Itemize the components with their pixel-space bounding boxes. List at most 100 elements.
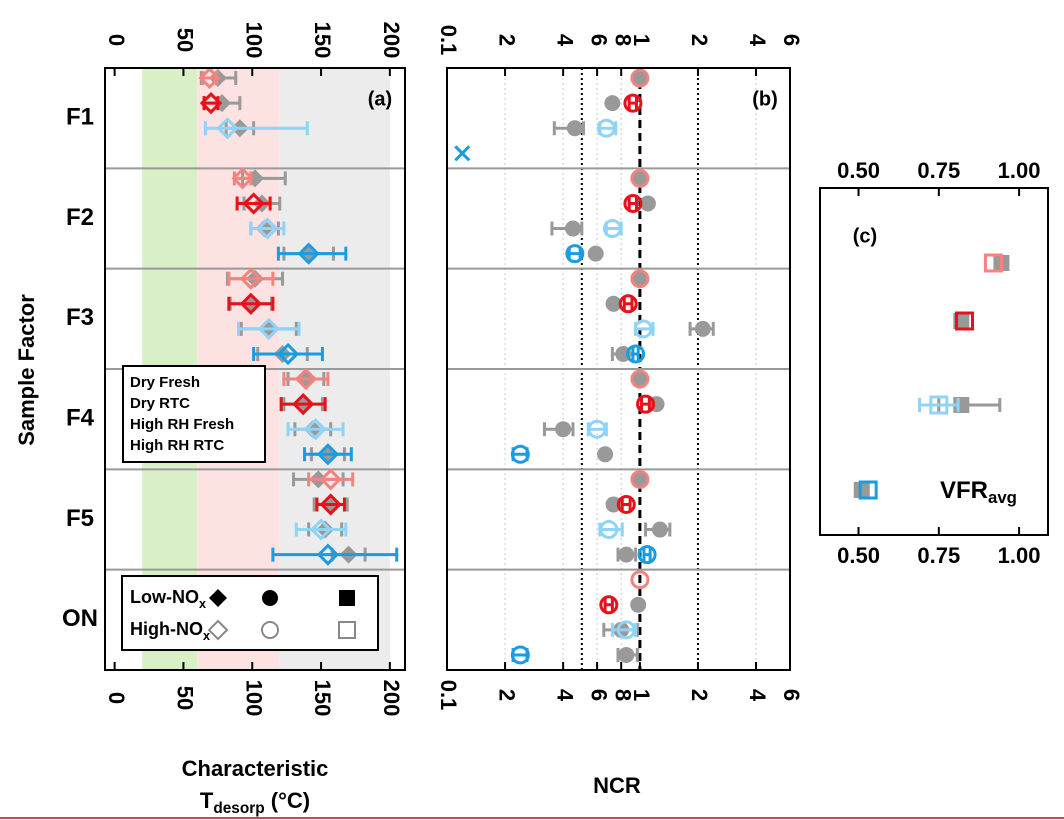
y-tick-label: ON [62,605,98,632]
x-tick-label: 0.1 [436,680,461,711]
x-tick-label: 0 [104,34,129,46]
legend-entry: High RH RTC [130,437,224,454]
high-nox-marker [198,66,221,90]
x-tick-label: 6 [779,689,804,701]
legend-entry-main: High-NO [130,619,203,639]
low-nox-marker [618,646,635,663]
high-nox-marker [630,369,650,389]
low-nox-marker [694,320,711,337]
y-tick-label: F5 [66,505,94,532]
error-bar [627,196,638,211]
high-nox-marker [630,570,650,590]
legend-entry: Low-NOx [130,587,206,612]
error-bar [603,597,614,612]
x-tick-label: 6 [586,689,611,701]
low-nox-marker [597,446,614,463]
high-nox-marker [596,118,616,138]
plot-frame [819,187,1049,536]
high-nox-marker [319,468,342,491]
error-bar [286,422,345,437]
error-bar [203,121,309,136]
legend-symbol [338,621,356,639]
y-tick-label: F4 [66,405,95,432]
x-tick-label: 6 [586,34,611,46]
legend-symbol [339,590,355,606]
low-nox-marker [630,596,647,613]
low-nox-marker [555,421,572,438]
high-nox-marker [616,620,636,640]
legend-entry: Dry RTC [130,395,190,412]
error-bar [627,96,638,111]
x-tick-label: 100 [241,680,266,717]
high-nox-marker [294,367,318,391]
x-tick-label: 2 [687,689,712,701]
high-nox-marker [276,342,300,366]
x-axis-title-tail: (°C) [265,788,310,813]
error-bar [622,296,634,311]
high-nox-marker [292,392,315,416]
y-tick-label: F3 [66,304,94,331]
low-nox-marker [587,245,604,262]
high-nox-marker [636,394,656,414]
legend-symbol [209,589,227,607]
x-tick-label: 0.75 [917,543,960,568]
high-nox-marker [633,319,653,339]
error-bar [918,398,960,412]
low-nox-marker [631,270,648,287]
legend-symbol [261,621,279,639]
legend-entry-sub: x [203,629,210,643]
high-nox-marker [565,244,585,264]
high-nox-marker [630,68,650,88]
high-nox-marker [983,253,1003,273]
high-nox-marker [630,469,650,489]
legend-entry: Dry Fresh [130,374,200,391]
x-tick-label: 200 [379,680,404,717]
high-nox-marker [319,493,342,516]
error-bar [276,246,348,261]
legend-symbol [262,590,278,606]
high-nox-marker [630,168,650,188]
high-nox-marker [630,269,650,289]
error-bar [307,472,355,487]
high-nox-marker [239,267,262,290]
low-nox-marker [651,521,668,538]
x-tick-label: 8 [610,34,635,46]
x-axis-title: Characteristic [182,756,329,781]
low-nox-marker [853,482,870,498]
axis-title: VFRavg [940,477,1017,507]
axis-title-main: VFR [940,477,988,504]
x-tick-label: 50 [173,686,198,710]
x-axis-title: NCR [593,773,641,798]
axis-title-sub: avg [988,488,1017,507]
high-nox-marker [304,418,327,441]
high-nox-marker [623,193,643,213]
high-nox-marker [316,543,340,566]
x-tick-label: 2 [687,34,712,46]
high-nox-marker [231,167,254,190]
x-tick-label: 1 [629,34,654,46]
error-bar [642,547,652,562]
legend-entry: High-NOx [130,619,210,644]
low-nox-marker [631,471,648,488]
error-bar [227,296,275,311]
x-tick-label: 200 [379,22,404,59]
high-nox-marker [929,395,949,415]
high-nox-marker [637,545,657,565]
legend-box [122,365,266,463]
y-axis-title: Sample Factor [14,294,39,446]
high-nox-marker [256,217,279,240]
y-tick-label: F1 [66,104,94,131]
x-tick-label: 4 [552,689,577,702]
high-nox-marker [599,595,619,615]
high-nox-marker [454,145,471,162]
high-nox-marker [257,317,280,340]
error-bar [567,246,582,261]
high-nox-marker [309,518,333,541]
x-tick-label: 100 [241,22,266,59]
panel-label: (c) [853,225,877,247]
legend-box [121,575,379,651]
high-nox-marker [239,292,262,315]
high-nox-marker [858,480,878,500]
high-nox-marker [587,419,607,439]
error-bar [282,372,330,387]
